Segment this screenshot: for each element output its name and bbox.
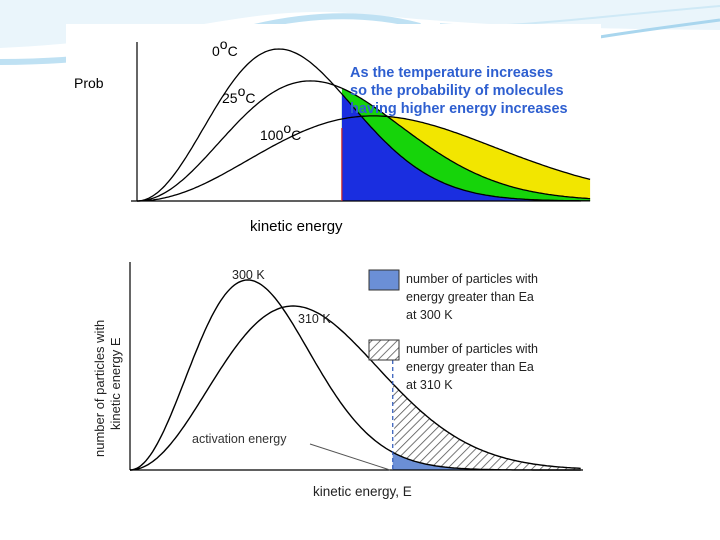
bottom-chart: activation energy 300 K 310 K kinetic en…: [92, 262, 583, 499]
curve-25oc: [137, 80, 591, 202]
tail-fill-0oc: [341, 94, 591, 201]
header-swoosh: [0, 0, 720, 48]
curve-0oc: [136, 48, 591, 202]
bottom-x-label: kinetic energy, E: [313, 484, 412, 499]
curve-100oc: [137, 115, 591, 202]
bottom-y-label-1: number of particles with: [92, 320, 107, 457]
hatched-area-310k: [392, 383, 583, 470]
top-y-label: Prob: [74, 75, 104, 91]
activation-pointer: [309, 443, 391, 471]
legend-swatch-300k: [368, 269, 400, 291]
legend-310k-line-2: energy greater than Ea: [406, 360, 534, 374]
legend-300k-line-1: number of particles with: [406, 272, 538, 286]
label-0c: 0oC: [212, 36, 238, 59]
shaded-area-300k: [392, 452, 583, 470]
activation-label: activation energy: [192, 432, 287, 446]
top-chart: Prob kinetic energy 0oC 25oC 100oC As th…: [74, 36, 591, 235]
label-100c: 100oC: [260, 120, 301, 143]
legend-swatch-310k: [368, 339, 400, 361]
legend-310k-line-3: at 310 K: [406, 378, 453, 392]
label-310k: 310 K: [298, 312, 331, 326]
label-25c: 25oC: [222, 83, 256, 106]
curve-310k: [129, 305, 581, 471]
top-x-label: kinetic energy: [250, 218, 343, 235]
annotation-line-1: As the temperature increases: [350, 65, 553, 81]
bottom-y-label-2: kinetic energy E: [108, 337, 123, 430]
annotation-line-3: having higher energy increases: [350, 101, 568, 117]
legend-310k-line-1: number of particles with: [406, 342, 538, 356]
annotation-line-2: so the probability of molecules: [350, 83, 564, 99]
top-chart-panel: Prob kinetic energy 0oC 25oC 100oC As th…: [66, 24, 601, 244]
bottom-chart-panel: activation energy 300 K 310 K kinetic en…: [78, 252, 612, 504]
label-300k: 300 K: [232, 268, 265, 282]
legend-300k-line-3: at 300 K: [406, 308, 453, 322]
legend-300k-line-2: energy greater than Ea: [406, 290, 534, 304]
